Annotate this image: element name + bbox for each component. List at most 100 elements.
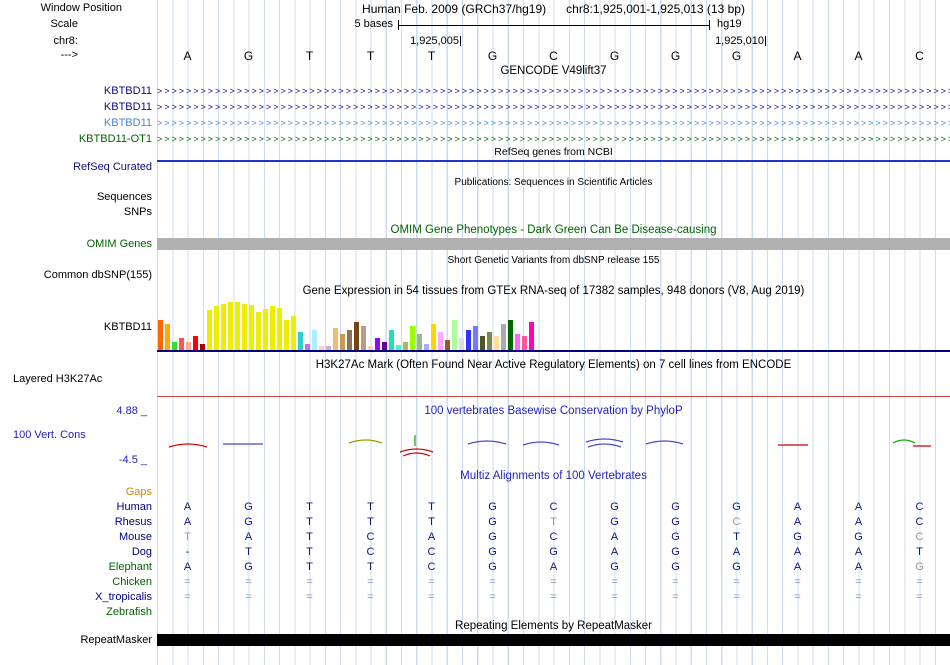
conservation-max-label: 4.88 _ (116, 405, 147, 417)
alignment-letter: A (854, 516, 863, 528)
base-letter: G (487, 49, 498, 63)
alignment-letter: = (489, 591, 496, 603)
refseq-track-title[interactable]: RefSeq genes from NCBI (494, 146, 613, 158)
snps-label[interactable]: SNPs (123, 206, 152, 218)
assembly-label: hg19 (717, 18, 742, 30)
omim-track-title[interactable]: OMIM Gene Phenotypes - Dark Green Can Be… (390, 224, 717, 236)
alignment-letter: C (915, 516, 924, 528)
alignment-letter: C (427, 561, 436, 573)
gtex-bar (193, 336, 198, 350)
alignment-letter: G (793, 531, 802, 543)
gtex-bar (361, 326, 366, 350)
refseq-curated-label[interactable]: RefSeq Curated (73, 161, 152, 173)
repeatmasker-track-title[interactable]: Repeating Elements by RepeatMasker (455, 620, 652, 632)
gtex-bar (200, 344, 205, 350)
alignment-letter: T (733, 531, 740, 543)
sequences-label[interactable]: Sequences (96, 191, 152, 203)
conservation-mark (587, 443, 622, 448)
base-letter: G (243, 49, 254, 63)
species-label[interactable]: Zebrafish (106, 606, 152, 618)
multiz-track-title[interactable]: Multiz Alignments of 100 Vertebrates (460, 470, 647, 482)
layered-h3k27ac-label[interactable]: Layered H3K27Ac (13, 373, 103, 385)
alignment-letter: = (672, 591, 679, 603)
alignment-letter: T (367, 561, 374, 573)
species-label[interactable]: Chicken (112, 576, 152, 588)
gtex-bar (396, 345, 401, 350)
alignment-letter: G (488, 561, 497, 573)
alignment-letter: A (610, 546, 619, 558)
species-label[interactable]: X_tropicalis (95, 591, 152, 603)
gtex-bar (158, 320, 163, 350)
gtex-bar (480, 336, 485, 350)
gtex-bar (354, 322, 359, 350)
gtex-bar (473, 326, 478, 350)
dbsnp-track-title[interactable]: Short Genetic Variants from dbSNP releas… (447, 255, 660, 266)
alignment-letter: A (793, 516, 802, 528)
gene-label[interactable]: KBTBD11 (103, 85, 152, 97)
repeatmasker-label[interactable]: RepeatMasker (80, 634, 152, 646)
conservation-mark (399, 448, 434, 453)
repeatmasker-bar[interactable] (157, 634, 950, 646)
gtex-bar (368, 346, 373, 350)
species-label[interactable]: Gaps (125, 486, 152, 498)
gtex-track-title[interactable]: Gene Expression in 54 tissues from GTEx … (302, 285, 805, 297)
alignment-letter: G (671, 546, 680, 558)
omim-genes-label[interactable]: OMIM Genes (86, 238, 152, 250)
alignment-letter: G (610, 516, 619, 528)
gtex-bar (389, 330, 394, 350)
h3k27ac-baseline (157, 396, 950, 397)
alignment-letter: = (916, 576, 923, 588)
alignment-letter: A (183, 516, 192, 528)
gene-arrow-line[interactable]: >>>>>>>>>>>>>>>>>>>>>>>>>>>>>>>>>>>>>>>>… (157, 86, 950, 96)
conservation-mark (402, 452, 431, 457)
alignment-letter: T (428, 501, 435, 513)
h3k27ac-track-title[interactable]: H3K27Ac Mark (Often Found Near Active Re… (315, 359, 792, 371)
gene-arrow-line[interactable]: >>>>>>>>>>>>>>>>>>>>>>>>>>>>>>>>>>>>>>>>… (157, 102, 950, 112)
alignment-letter: = (306, 576, 313, 588)
gene-label[interactable]: KBTBD11 (103, 117, 152, 129)
species-label[interactable]: Rhesus (114, 516, 152, 528)
alignment-letter: A (183, 561, 192, 573)
publications-track-title[interactable]: Publications: Sequences in Scientific Ar… (454, 177, 653, 188)
alignment-letter: T (306, 531, 313, 543)
species-label[interactable]: Mouse (118, 531, 152, 543)
alignment-letter: C (366, 531, 375, 543)
gtex-bar (487, 332, 492, 350)
gtex-bar (326, 346, 331, 350)
alignment-letter: G (671, 561, 680, 573)
species-label[interactable]: Human (116, 501, 152, 513)
alignment-letter: G (915, 561, 924, 573)
conservation-min-label: -4.5 _ (118, 454, 147, 466)
gene-label[interactable]: KBTBD11-OT1 (78, 133, 152, 145)
gene-arrow-line[interactable]: >>>>>>>>>>>>>>>>>>>>>>>>>>>>>>>>>>>>>>>>… (157, 134, 950, 144)
omim-gene-bar[interactable] (157, 238, 950, 250)
alignment-letter: = (672, 576, 679, 588)
window-position-title: Human Feb. 2009 (GRCh37/hg19) chr8:1,925… (362, 2, 745, 16)
gtex-bar (284, 320, 289, 350)
base-letter: A (793, 49, 802, 63)
alignment-letter: A (732, 546, 741, 558)
gene-arrow-line[interactable]: >>>>>>>>>>>>>>>>>>>>>>>>>>>>>>>>>>>>>>>>… (157, 118, 950, 128)
conservation-track-title[interactable]: 100 vertebrates Basewise Conservation by… (424, 405, 683, 417)
species-label[interactable]: Elephant (108, 561, 152, 573)
refseq-gene-line[interactable] (157, 160, 950, 162)
gene-label[interactable]: KBTBD11 (103, 101, 152, 113)
gtex-bar (466, 330, 471, 350)
alignment-letter: = (611, 576, 618, 588)
position-right: 1,925,010 (715, 35, 764, 47)
gencode-track-title[interactable]: GENCODE V49lift37 (500, 65, 607, 77)
alignment-letter: C (549, 501, 558, 513)
species-label[interactable]: Dog (131, 546, 152, 558)
conservation-mark (645, 440, 684, 445)
gtex-bar (319, 346, 324, 350)
conservation-label[interactable]: 100 Vert. Cons (13, 429, 86, 441)
scale-label: Scale (50, 18, 78, 30)
alignment-letter: G (732, 501, 741, 513)
alignment-letter: A (610, 531, 619, 543)
alignment-letter: = (428, 576, 435, 588)
gtex-bar (501, 324, 506, 350)
common-dbsnp-label[interactable]: Common dbSNP(155) (43, 269, 152, 281)
alignment-letter: G (671, 501, 680, 513)
gtex-gene-label[interactable]: KBTBD11 (103, 321, 152, 333)
